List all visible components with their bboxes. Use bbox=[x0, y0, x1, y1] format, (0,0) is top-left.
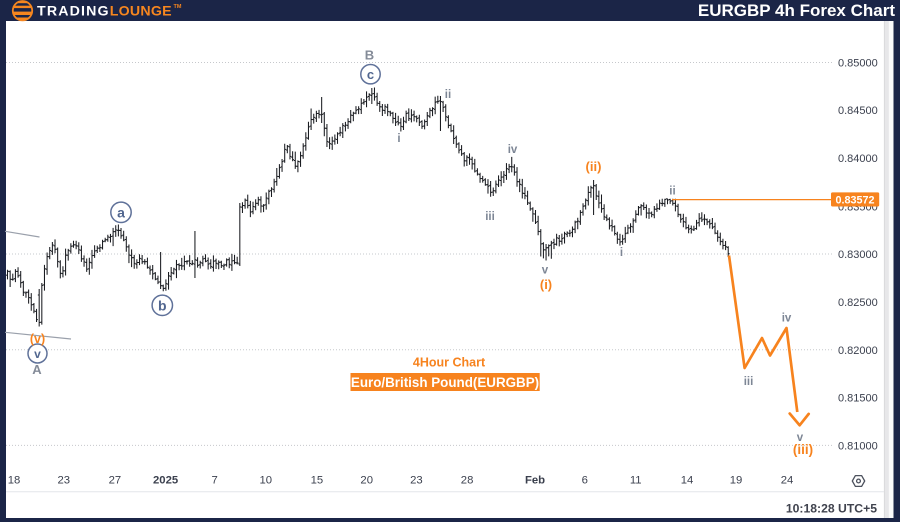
svg-text:EURGBP 4h Forex Chart: EURGBP 4h Forex Chart bbox=[698, 1, 895, 20]
svg-text:iii: iii bbox=[744, 376, 754, 388]
svg-text:2025: 2025 bbox=[153, 474, 178, 486]
svg-text:(v): (v) bbox=[30, 332, 45, 346]
svg-text:Feb: Feb bbox=[525, 474, 545, 486]
svg-text:(i): (i) bbox=[540, 277, 552, 292]
svg-text:i: i bbox=[620, 247, 623, 259]
svg-text:6: 6 bbox=[582, 474, 588, 486]
svg-text:14: 14 bbox=[681, 474, 694, 486]
svg-text:23: 23 bbox=[410, 474, 423, 486]
svg-text:0.83572: 0.83572 bbox=[835, 195, 874, 207]
svg-text:(ii): (ii) bbox=[586, 159, 602, 174]
svg-text:0.81500: 0.81500 bbox=[838, 393, 878, 405]
svg-text:4Hour Chart: 4Hour Chart bbox=[413, 356, 486, 370]
svg-text:28: 28 bbox=[461, 474, 474, 486]
svg-text:v: v bbox=[542, 265, 549, 277]
svg-text:18: 18 bbox=[8, 474, 21, 486]
svg-text:10: 10 bbox=[260, 474, 273, 486]
svg-text:10:18:28 UTC+5: 10:18:28 UTC+5 bbox=[786, 502, 877, 516]
svg-text:19: 19 bbox=[730, 474, 743, 486]
svg-text:0.85000: 0.85000 bbox=[838, 58, 878, 70]
svg-text:c: c bbox=[367, 67, 374, 82]
svg-text:0.82500: 0.82500 bbox=[838, 297, 878, 309]
svg-text:ii: ii bbox=[445, 89, 451, 101]
svg-text:TRADINGLOUNGE: TRADINGLOUNGE bbox=[37, 3, 172, 19]
svg-text:7: 7 bbox=[212, 474, 218, 486]
svg-text:ii: ii bbox=[669, 186, 675, 198]
svg-text:B: B bbox=[365, 48, 374, 63]
svg-text:15: 15 bbox=[311, 474, 324, 486]
svg-text:v: v bbox=[797, 432, 804, 444]
svg-text:TM: TM bbox=[174, 4, 182, 10]
svg-text:iii: iii bbox=[485, 211, 495, 223]
svg-text:i: i bbox=[397, 133, 400, 145]
svg-text:0.81000: 0.81000 bbox=[838, 440, 878, 452]
svg-text:20: 20 bbox=[360, 474, 373, 486]
svg-text:v: v bbox=[34, 347, 41, 361]
svg-text:24: 24 bbox=[781, 474, 794, 486]
svg-text:11: 11 bbox=[630, 474, 642, 486]
svg-text:Euro/British Pound(EURGBP): Euro/British Pound(EURGBP) bbox=[351, 375, 539, 390]
svg-text:b: b bbox=[158, 297, 167, 313]
svg-text:27: 27 bbox=[109, 474, 122, 486]
svg-text:0.84500: 0.84500 bbox=[838, 105, 878, 117]
svg-text:0.84000: 0.84000 bbox=[838, 153, 878, 165]
svg-text:iv: iv bbox=[782, 313, 792, 325]
svg-text:0.83000: 0.83000 bbox=[838, 249, 878, 261]
svg-text:iv: iv bbox=[508, 144, 518, 156]
svg-text:23: 23 bbox=[58, 474, 71, 486]
svg-text:a: a bbox=[117, 204, 125, 220]
svg-text:(iii): (iii) bbox=[793, 442, 813, 457]
svg-text:0.82000: 0.82000 bbox=[838, 345, 878, 357]
svg-text:A: A bbox=[32, 362, 42, 377]
